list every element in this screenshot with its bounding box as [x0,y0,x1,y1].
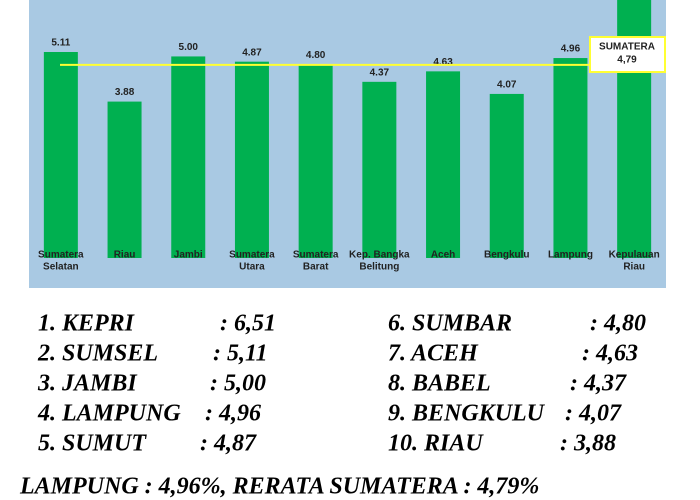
x-tick-label: Sumatera [38,250,84,261]
ranking-value: : 5,00 [210,371,266,397]
x-tick-label: Riau [623,262,645,273]
data-label: 3.88 [115,87,135,98]
ranking-label: 5. SUMUT [38,431,147,457]
bar [489,93,524,258]
ranking-value: : 4,80 [590,311,646,337]
ranking-value: : 5,11 [213,341,268,367]
average-box [589,36,666,73]
x-tick-label: Kepulauan [609,250,660,261]
footer: LAMPUNG : 4,96%, RERATA SUMATERA : 4,79% [19,474,539,500]
ranking-value: : 4,07 [565,401,622,427]
bar [234,61,269,258]
data-label: 4.80 [306,50,326,61]
bar [107,101,142,259]
bar [298,64,333,258]
data-label: 5.11 [51,38,70,49]
data-label: 4.87 [242,47,262,58]
ranking-value: : 6,51 [220,311,276,337]
bar [43,52,78,258]
x-tick-label: Lampung [548,250,593,261]
x-tick-label: Jambi [174,250,203,261]
data-label: 4.63 [433,57,453,68]
data-label: 4.37 [370,67,390,78]
average-label: SUMATERA [599,42,655,53]
bar [171,56,206,258]
ranking-label: 7. ACEH [388,341,479,367]
ranking-value: : 4,37 [570,371,627,397]
x-tick-label: Utara [239,262,265,273]
x-tick-label: Sumatera [229,250,275,261]
x-tick-label: Kep. Bangka [349,250,410,261]
ranking-label: 10. RIAU [388,431,484,457]
data-label: 5.00 [179,42,199,53]
average-label: 4,79 [617,55,637,66]
x-tick-label: Selatan [43,262,79,273]
ranking-label: 1. KEPRI [38,311,136,337]
x-tick-label: Riau [114,250,136,261]
ranking-label: 9. BENGKULU [388,401,546,427]
bar [362,81,397,258]
x-tick-label: Barat [303,262,329,273]
data-label: 4.96 [561,44,581,55]
ranking-label: 2. SUMSEL [37,341,158,367]
x-tick-label: Aceh [431,250,455,261]
ranking-value: : 4,63 [582,341,638,367]
bar [426,71,461,259]
ranking-label: 4. LAMPUNG [37,401,181,427]
x-tick-label: Belitung [359,262,399,273]
ranking-value: : 3,88 [560,431,616,457]
ranking-label: 3. JAMBI [37,371,138,397]
bar [553,58,588,258]
ranking-value: : 4,96 [205,401,261,427]
x-tick-label: Bengkulu [484,250,530,261]
ranking-label: 6. SUMBAR [388,311,512,337]
ranking-value: : 4,87 [200,431,257,457]
data-label: 4.07 [497,80,517,91]
ranking-label: 8. BABEL [388,371,491,397]
x-tick-label: Sumatera [293,250,339,261]
